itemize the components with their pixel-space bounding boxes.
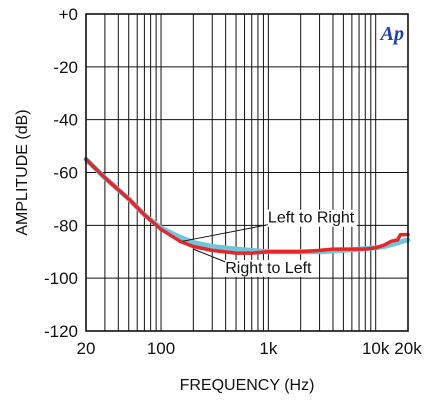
x-tick-label: 100 <box>147 339 175 358</box>
x-tick-label: 1k <box>259 339 277 358</box>
y-axis-label: AMPLITUDE (dB) <box>14 109 31 235</box>
annotation-background <box>223 259 315 277</box>
y-tick-label: -100 <box>44 269 78 288</box>
plot-grid <box>86 14 408 331</box>
annotation-leader-line <box>193 248 226 263</box>
series-line-right-to-left <box>84 157 410 255</box>
annotation-label: Left to Right <box>268 210 355 227</box>
annotation-background <box>265 209 357 227</box>
y-tick-label: -80 <box>53 216 78 235</box>
x-tick-label: 20 <box>77 339 96 358</box>
y-tick-label: -40 <box>53 111 78 130</box>
ap-logo: Ap <box>379 23 404 45</box>
y-tick-label: -120 <box>44 322 78 341</box>
x-tick-label: 20k <box>394 339 422 358</box>
x-tick-label: 10k <box>362 339 390 358</box>
y-tick-label: -60 <box>53 164 78 183</box>
tick-labels: 20 100 1k 10k 20k +0 -20 -40 -60 -80 -100 -120 <box>44 5 422 358</box>
annotation-label: Right to Left <box>225 260 312 277</box>
annotation-leader-line <box>182 224 269 242</box>
y-tick-label: -20 <box>53 58 78 77</box>
y-tick-label: +0 <box>59 5 78 24</box>
annotation-layer: Left to Right Right to Left <box>182 209 357 277</box>
plot-frame <box>85 13 409 332</box>
x-axis-label: FREQUENCY (Hz) <box>180 377 315 394</box>
series-layer <box>83 156 411 255</box>
